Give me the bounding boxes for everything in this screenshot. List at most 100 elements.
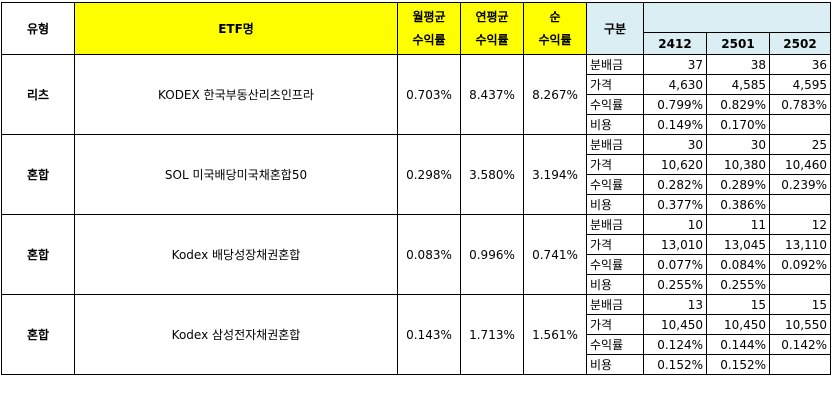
- row-label: 가격: [586, 314, 644, 335]
- row-label: 가격: [586, 74, 644, 95]
- etf-type: 리츠: [1, 54, 75, 135]
- table-row: 비용 0.152% 0.152%: [2, 354, 831, 375]
- header-etf-name: ETF명: [74, 2, 398, 55]
- value-cell: 0.092%: [769, 254, 831, 275]
- value-cell: 15: [706, 294, 770, 315]
- table-row: 비용 0.255% 0.255%: [2, 274, 831, 295]
- value-cell: 0.799%: [643, 94, 707, 115]
- value-cell: [769, 194, 831, 215]
- value-cell: 10,460: [769, 154, 831, 175]
- etf-yield-table: 유형 ETF명 월평균 수익률 연평균 수익률 순 수익률 구분 2412 2501 …: [1, 2, 831, 375]
- annual-yield: 8.437%: [460, 54, 524, 135]
- value-cell: 0.084%: [706, 254, 770, 275]
- row-label: 비용: [586, 274, 644, 295]
- value-cell: 0.239%: [769, 174, 831, 195]
- value-cell: 0.152%: [643, 354, 707, 375]
- header-gubun: 구분: [586, 2, 644, 55]
- header-annual-yield: 연평균 수익률: [460, 2, 524, 55]
- table-row: 비용 0.149% 0.170%: [2, 114, 831, 135]
- value-cell: 10,450: [706, 314, 770, 335]
- value-cell: 38: [706, 54, 770, 75]
- value-cell: [769, 114, 831, 135]
- header-year: 2501: [706, 32, 770, 55]
- row-label: 분배금: [586, 294, 644, 315]
- value-cell: 10: [643, 214, 707, 235]
- value-cell: 10,450: [643, 314, 707, 335]
- value-cell: 25: [769, 134, 831, 155]
- value-cell: 30: [706, 134, 770, 155]
- table-row: 혼합 Kodex 배당성장채권혼합 0.083% 0.996% 0.741% 분배금 10 1…: [1, 214, 831, 295]
- table-row: 가격 10,620 10,380 10,460: [2, 154, 831, 175]
- header-net-yield: 순 수익률: [523, 2, 587, 55]
- value-cell: 4,595: [769, 74, 831, 95]
- row-label: 비용: [586, 194, 644, 215]
- value-cell: 13,045: [706, 234, 770, 255]
- row-label: 수익률: [586, 94, 644, 115]
- header-type: 유형: [1, 2, 75, 55]
- row-label: 수익률: [586, 334, 644, 355]
- etf-type: 혼합: [1, 134, 75, 215]
- value-cell: 37: [643, 54, 707, 75]
- monthly-yield: 0.703%: [397, 54, 461, 135]
- monthly-yield: 0.083%: [397, 214, 461, 295]
- row-label: 분배금: [586, 54, 644, 75]
- table-row: 수익률 0.282% 0.289% 0.239%: [2, 174, 831, 195]
- table-row: 리츠 KODEX 한국부동산리츠인프라 0.703% 8.437% 8.267% 분배금 3…: [1, 54, 831, 135]
- value-cell: [769, 354, 831, 375]
- row-label: 가격: [586, 234, 644, 255]
- value-cell: 12: [769, 214, 831, 235]
- value-cell: 0.170%: [706, 114, 770, 135]
- etf-name: Kodex 삼성전자채권혼합: [74, 294, 398, 375]
- table-row: 혼합 SOL 미국배당미국채혼합50 0.298% 3.580% 3.194% 분배금 30…: [1, 134, 831, 215]
- value-cell: 0.077%: [643, 254, 707, 275]
- value-cell: 10,550: [769, 314, 831, 335]
- monthly-yield: 0.143%: [397, 294, 461, 375]
- value-cell: 0.152%: [706, 354, 770, 375]
- value-cell: 15: [769, 294, 831, 315]
- table-row: 비용 0.377% 0.386%: [2, 194, 831, 215]
- row-label: 분배금: [586, 214, 644, 235]
- net-yield: 1.561%: [523, 294, 587, 375]
- value-cell: 0.124%: [643, 334, 707, 355]
- annual-yield: 1.713%: [460, 294, 524, 375]
- net-yield: 8.267%: [523, 54, 587, 135]
- value-cell: 0.144%: [706, 334, 770, 355]
- row-label: 비용: [586, 354, 644, 375]
- value-cell: 0.289%: [706, 174, 770, 195]
- value-cell: 4,585: [706, 74, 770, 95]
- header-year: 2502: [769, 32, 831, 55]
- annual-yield: 0.996%: [460, 214, 524, 295]
- value-cell: 11: [706, 214, 770, 235]
- value-cell: 13,110: [769, 234, 831, 255]
- value-cell: 0.783%: [769, 94, 831, 115]
- etf-type: 혼합: [1, 294, 75, 375]
- header-year: 2412: [643, 32, 707, 55]
- value-cell: 4,630: [643, 74, 707, 95]
- header-monthly-yield: 월평균 수익률: [397, 2, 461, 55]
- row-label: 수익률: [586, 254, 644, 275]
- monthly-yield: 0.298%: [397, 134, 461, 215]
- value-cell: 0.149%: [643, 114, 707, 135]
- value-cell: 13,010: [643, 234, 707, 255]
- value-cell: 13: [643, 294, 707, 315]
- row-label: 가격: [586, 154, 644, 175]
- etf-name: SOL 미국배당미국채혼합50: [74, 134, 398, 215]
- value-cell: 0.377%: [643, 194, 707, 215]
- table-row: 수익률 0.124% 0.144% 0.142%: [2, 334, 831, 355]
- etf-name: KODEX 한국부동산리츠인프라: [74, 54, 398, 135]
- row-label: 수익률: [586, 174, 644, 195]
- value-cell: 0.282%: [643, 174, 707, 195]
- value-cell: 30: [643, 134, 707, 155]
- table-row: 혼합 Kodex 삼성전자채권혼합 0.143% 1.713% 1.561% 분배금 13 1…: [1, 294, 831, 375]
- value-cell: 36: [769, 54, 831, 75]
- value-cell: 10,380: [706, 154, 770, 175]
- row-label: 비용: [586, 114, 644, 135]
- etf-name: Kodex 배당성장채권혼합: [74, 214, 398, 295]
- row-label: 분배금: [586, 134, 644, 155]
- value-cell: 10,620: [643, 154, 707, 175]
- value-cell: 0.829%: [706, 94, 770, 115]
- value-cell: [769, 274, 831, 295]
- header-year-band: [643, 2, 831, 33]
- net-yield: 0.741%: [523, 214, 587, 295]
- etf-type: 혼합: [1, 214, 75, 295]
